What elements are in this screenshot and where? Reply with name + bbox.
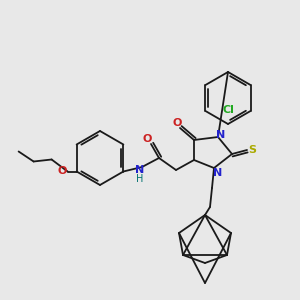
Text: Cl: Cl	[222, 105, 234, 115]
Text: N: N	[135, 165, 145, 175]
Text: O: O	[172, 118, 182, 128]
Text: O: O	[142, 134, 152, 144]
Text: S: S	[248, 145, 256, 155]
Text: O: O	[58, 167, 67, 176]
Text: N: N	[213, 168, 223, 178]
Text: H: H	[136, 174, 144, 184]
Text: N: N	[216, 130, 226, 140]
